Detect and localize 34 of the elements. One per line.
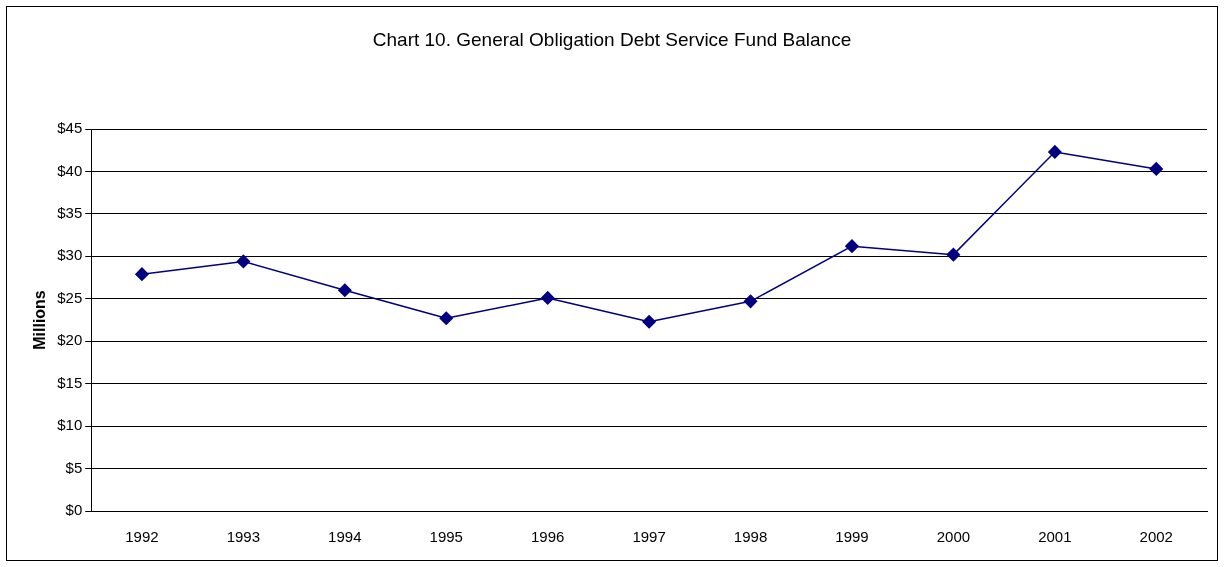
x-tick-label: 1998 <box>733 528 768 546</box>
y-tick-label: $20 <box>57 331 83 349</box>
y-tick-label: $30 <box>57 246 83 264</box>
y-tick-label: $35 <box>57 204 83 222</box>
point <box>642 314 656 329</box>
x-tick-label: 2002 <box>1139 528 1173 546</box>
y-tick-label: $45 <box>57 119 83 137</box>
x-tick-label: 1992 <box>125 528 159 546</box>
y-tick-label: $25 <box>57 288 83 306</box>
point <box>439 311 453 326</box>
point <box>338 283 352 298</box>
point <box>1149 162 1164 176</box>
y-tick-label: $15 <box>57 373 83 391</box>
x-tick-label: 2001 <box>1038 528 1072 546</box>
point <box>946 247 961 262</box>
point <box>236 254 251 269</box>
x-tick-label: 1999 <box>835 528 869 546</box>
point <box>845 239 859 253</box>
y-axis-title: Millions <box>31 290 49 350</box>
chart-title: Chart 10. General Obligation Debt Service Fund Balance <box>371 29 853 51</box>
x-tick-label: 1994 <box>328 528 362 546</box>
point <box>1048 145 1062 159</box>
x-tick-label: 1997 <box>632 528 666 546</box>
y-tick-label: $10 <box>57 416 83 434</box>
point <box>540 291 555 305</box>
x-tick-label: 1996 <box>530 528 565 546</box>
point <box>135 267 149 281</box>
point <box>743 294 758 309</box>
x-tick-label: 1993 <box>226 528 261 546</box>
x-tick-label: 2000 <box>936 528 971 546</box>
y-tick-label: $40 <box>57 161 83 179</box>
y-tick-label: $0 <box>65 501 83 519</box>
x-tick-label: 1995 <box>429 528 463 546</box>
y-tick-label: $5 <box>65 458 83 476</box>
